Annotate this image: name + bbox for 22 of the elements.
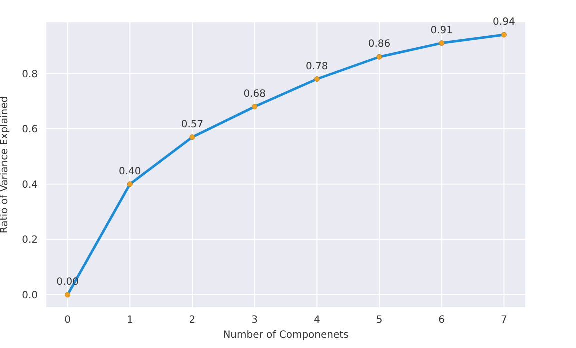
y-tick-label: 0.0 xyxy=(22,290,38,302)
x-tick-label: 3 xyxy=(252,315,258,326)
x-tick-label: 7 xyxy=(500,315,508,326)
data-label: 0.68 xyxy=(244,88,266,100)
x-tick-label: 1 xyxy=(126,315,134,326)
data-label: 0.57 xyxy=(181,119,204,130)
x-tick-label: 6 xyxy=(438,315,446,326)
data-label: 0.78 xyxy=(306,61,328,72)
x-tick-label: 5 xyxy=(376,315,383,326)
data-label: 0.94 xyxy=(493,17,516,28)
x-axis-title: Number of Componenets xyxy=(223,330,349,341)
data-label: 0.91 xyxy=(430,25,453,36)
data-label: 0.40 xyxy=(119,166,142,178)
y-axis-title: Ratio of Variance Explained xyxy=(0,96,11,234)
y-tick-label: 0.6 xyxy=(22,124,38,136)
x-tick-label: 2 xyxy=(189,315,196,326)
y-tick-label: 0.2 xyxy=(22,235,38,246)
y-tick-label: 0.8 xyxy=(22,69,38,80)
y-tick-label: 0.4 xyxy=(22,180,38,191)
x-tick-label: 0 xyxy=(64,315,72,326)
data-label: 0.86 xyxy=(368,39,391,50)
x-tick-label: 4 xyxy=(314,315,320,326)
